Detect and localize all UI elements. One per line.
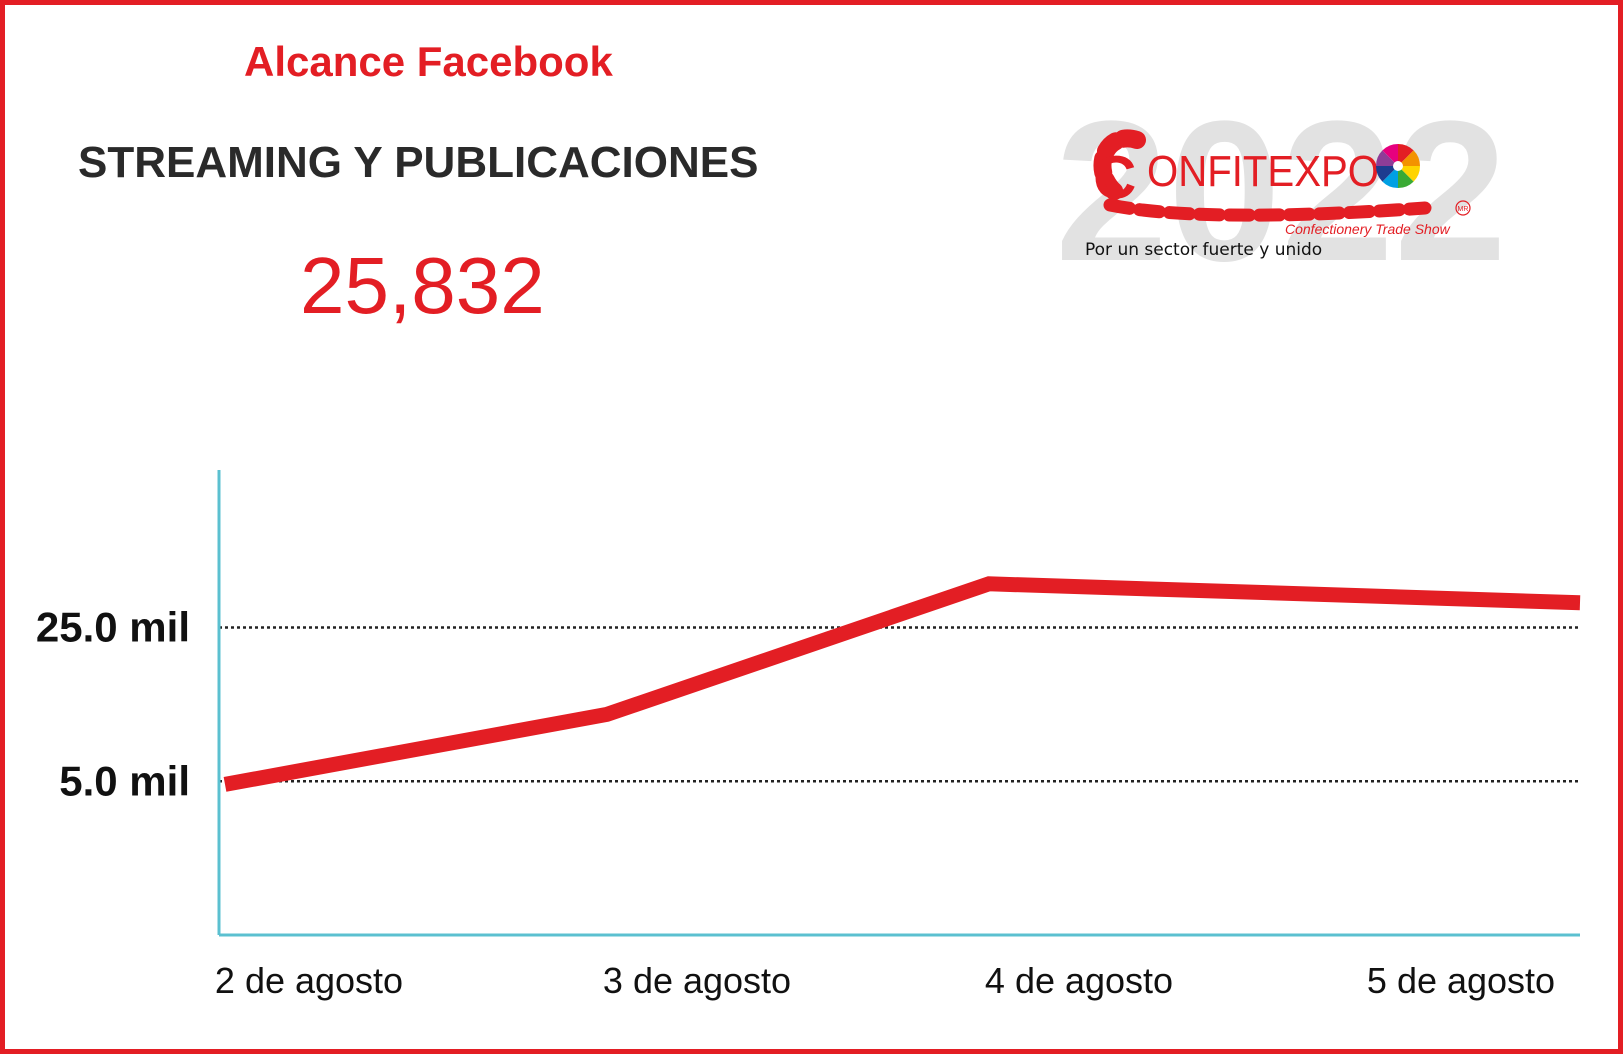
y-tick-label: 25.0 mil	[36, 604, 190, 651]
x-tick-label: 5 de agosto	[1367, 960, 1555, 1001]
logo-slogan: Por un sector fuerte y unido	[1085, 240, 1322, 260]
logo-candy-swirl-icon	[1093, 129, 1432, 222]
confitexpo-logo: 2022 C ONFITEXPO MR Confectionery Trade …	[1055, 100, 1507, 280]
report-title: Alcance Facebook	[244, 38, 613, 85]
series-line-0	[223, 576, 1581, 792]
x-tick-label: 3 de agosto	[603, 960, 791, 1001]
logo-brand-name: ONFITEXPO	[1147, 147, 1379, 196]
x-tick-label: 4 de agosto	[985, 960, 1173, 1001]
total-reach-value: 25,832	[300, 241, 545, 330]
y-tick-label: 5.0 mil	[59, 757, 190, 804]
logo-registered-mark: MR	[1458, 206, 1469, 213]
report-subtitle: STREAMING Y PUBLICACIONES	[78, 138, 759, 187]
logo-tagline: Confectionery Trade Show	[1285, 221, 1451, 237]
logo-pinwheel-icon	[1375, 143, 1421, 189]
logo-brand-initial: C	[1093, 144, 1136, 211]
x-tick-label: 2 de agosto	[215, 960, 403, 1001]
